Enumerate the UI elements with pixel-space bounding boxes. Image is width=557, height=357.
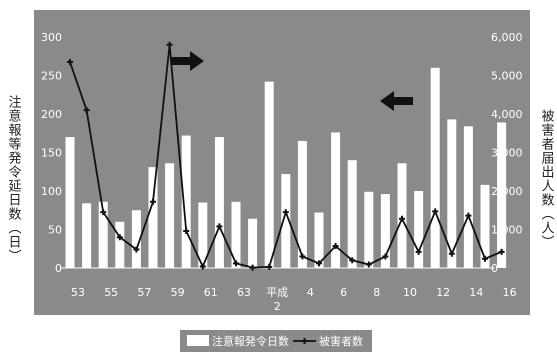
bar-3 xyxy=(98,201,108,268)
line-point-16 xyxy=(316,260,322,267)
line-point-15 xyxy=(299,253,306,260)
x-tick-8: 4 xyxy=(307,286,314,299)
x-tick-1: 53 xyxy=(71,286,85,299)
line-point-5 xyxy=(133,246,140,253)
arrow-left-icon xyxy=(380,91,413,111)
line-point-11 xyxy=(233,260,239,267)
bar-10 xyxy=(214,137,224,268)
line-point-18 xyxy=(349,257,356,264)
x-tick-11: 10 xyxy=(403,286,417,299)
line-point-9 xyxy=(199,263,206,270)
bar-9 xyxy=(198,202,208,268)
legend-label-bars: 注意報発令日数 xyxy=(212,334,289,348)
bar-12 xyxy=(248,218,258,268)
bar-22 xyxy=(414,191,424,268)
line-point-14 xyxy=(282,209,289,216)
line-point-2 xyxy=(83,107,90,114)
y-tick-left-0: 0 xyxy=(55,262,62,275)
bar-11 xyxy=(231,201,241,268)
x-tick-13: 14 xyxy=(469,286,483,299)
line-point-1 xyxy=(67,59,73,66)
y-tick-left-250: 250 xyxy=(41,70,62,83)
legend-bar-swatch xyxy=(187,335,209,346)
line-point-24 xyxy=(448,250,455,257)
line-point-23 xyxy=(432,208,439,215)
bar-18 xyxy=(347,160,357,268)
y-axis-label-left: 注意報等発令延日数（日） xyxy=(5,94,21,263)
bar-24 xyxy=(447,119,457,268)
line-point-12 xyxy=(249,264,256,271)
x-tick-6: 63 xyxy=(237,286,251,299)
line-point-22 xyxy=(415,248,422,255)
line-point-4 xyxy=(116,234,123,241)
bar-7 xyxy=(165,163,175,268)
bar-26 xyxy=(480,184,490,268)
y-tick-right-4: 3,000 xyxy=(491,147,523,160)
bar-6 xyxy=(148,167,158,268)
y-tick-left-200: 200 xyxy=(41,108,62,121)
bar-17 xyxy=(331,132,341,268)
bar-1 xyxy=(65,137,75,268)
y-tick-left-150: 150 xyxy=(41,147,62,160)
line-point-3 xyxy=(100,209,107,216)
y-tick-left-50: 50 xyxy=(48,224,62,237)
x-tick-12: 12 xyxy=(436,286,450,299)
bar-19 xyxy=(364,191,374,268)
y-tick-right-5: 4,000 xyxy=(491,108,523,121)
line-point-6 xyxy=(150,198,156,205)
bar-4 xyxy=(115,221,125,268)
x-tick-10: 8 xyxy=(373,286,380,299)
y-tick-right-6: 5,000 xyxy=(491,70,523,83)
line-point-26 xyxy=(482,255,488,262)
bar-25 xyxy=(463,126,473,268)
line-point-10 xyxy=(216,223,223,230)
legend: 注意報発令日数 被害者数 xyxy=(180,330,372,352)
bar-15 xyxy=(297,140,307,268)
line-point-25 xyxy=(465,212,472,219)
y-tick-right-2: 1,000 xyxy=(491,224,523,237)
line-point-7 xyxy=(166,41,173,48)
x-tick-9: 6 xyxy=(340,286,347,299)
y-tick-left-300: 300 xyxy=(41,31,62,44)
line-point-19 xyxy=(365,261,372,268)
bar-20 xyxy=(380,194,390,268)
y-axis-label-right: 被害者届出人数（人） xyxy=(538,108,554,249)
x-tick-3: 57 xyxy=(137,286,151,299)
y-tick-right-7: 6,000 xyxy=(491,31,523,44)
x-tick-7: 平成 2 xyxy=(266,286,288,313)
bar-16 xyxy=(314,212,324,268)
line-point-21 xyxy=(399,215,405,222)
line-point-13 xyxy=(266,263,273,270)
bar-23 xyxy=(430,67,440,268)
x-tick-5: 61 xyxy=(204,286,218,299)
legend-label-line: 被害者数 xyxy=(319,334,363,348)
bar-2 xyxy=(82,203,92,268)
x-tick-14: 16 xyxy=(503,286,517,299)
x-tick-2: 55 xyxy=(104,286,118,299)
legend-box xyxy=(180,330,372,352)
bar-27 xyxy=(497,122,507,268)
y-tick-right-1: 0 xyxy=(491,262,498,275)
legend-line-marker xyxy=(301,338,308,344)
arrow-right-icon xyxy=(171,51,204,71)
bar-5 xyxy=(131,210,141,268)
bar-14 xyxy=(281,174,291,268)
line-point-8 xyxy=(183,228,190,235)
y-tick-left-100: 100 xyxy=(41,185,62,198)
bar-8 xyxy=(181,135,191,268)
bar-21 xyxy=(397,163,407,268)
x-tick-4: 59 xyxy=(171,286,185,299)
line-point-27 xyxy=(498,248,505,255)
line-point-20 xyxy=(382,253,389,260)
bar-13 xyxy=(264,81,274,268)
y-tick-right-3: 2,000 xyxy=(491,185,523,198)
line-point-17 xyxy=(332,243,339,250)
